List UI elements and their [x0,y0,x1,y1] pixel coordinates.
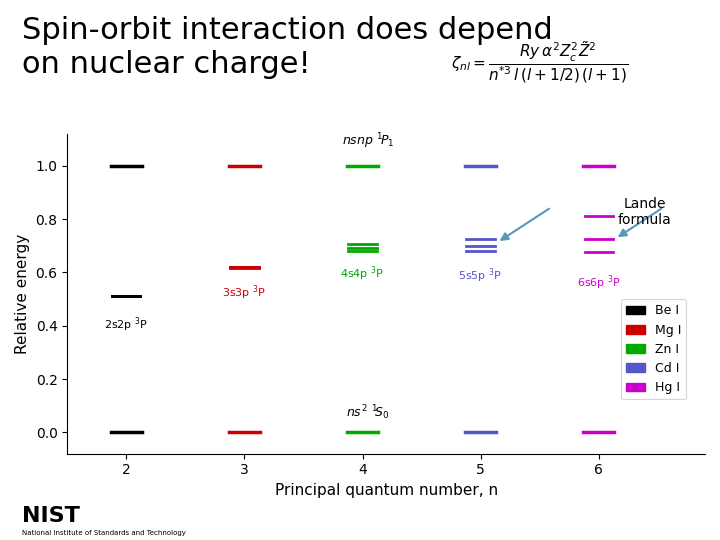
Text: 3s3p $^3$P: 3s3p $^3$P [222,283,266,302]
Text: Lande
formula: Lande formula [618,197,671,227]
Text: 4s4p $^3$P: 4s4p $^3$P [341,264,384,282]
Text: Spin-orbit interaction does depend
on nuclear charge!: Spin-orbit interaction does depend on nu… [22,16,552,79]
Text: NIST: NIST [22,507,79,526]
Y-axis label: Relative energy: Relative energy [15,234,30,354]
Text: 6s6p $^3$P: 6s6p $^3$P [577,274,621,292]
X-axis label: Principal quantum number, n: Principal quantum number, n [274,483,498,498]
Text: $nsnp\ ^1\!P_1$: $nsnp\ ^1\!P_1$ [342,132,395,151]
Legend: Be I, Mg I, Zn I, Cd I, Hg I: Be I, Mg I, Zn I, Cd I, Hg I [621,300,686,400]
Text: $\zeta_{nl} = \dfrac{Ry\, \alpha^2 Z_c^2 \tilde{Z}^2}{n^{*3}\, l\,(l+1/2)\,(l+1): $\zeta_{nl} = \dfrac{Ry\, \alpha^2 Z_c^2… [451,39,629,85]
Text: 5s5p $^3$P: 5s5p $^3$P [459,266,503,285]
Text: 2s2p $^3$P: 2s2p $^3$P [104,315,148,334]
Text: National Institute of Standards and Technology: National Institute of Standards and Tech… [22,530,186,536]
Text: $ns^2\ ^1\!S_0$: $ns^2\ ^1\!S_0$ [346,403,390,422]
